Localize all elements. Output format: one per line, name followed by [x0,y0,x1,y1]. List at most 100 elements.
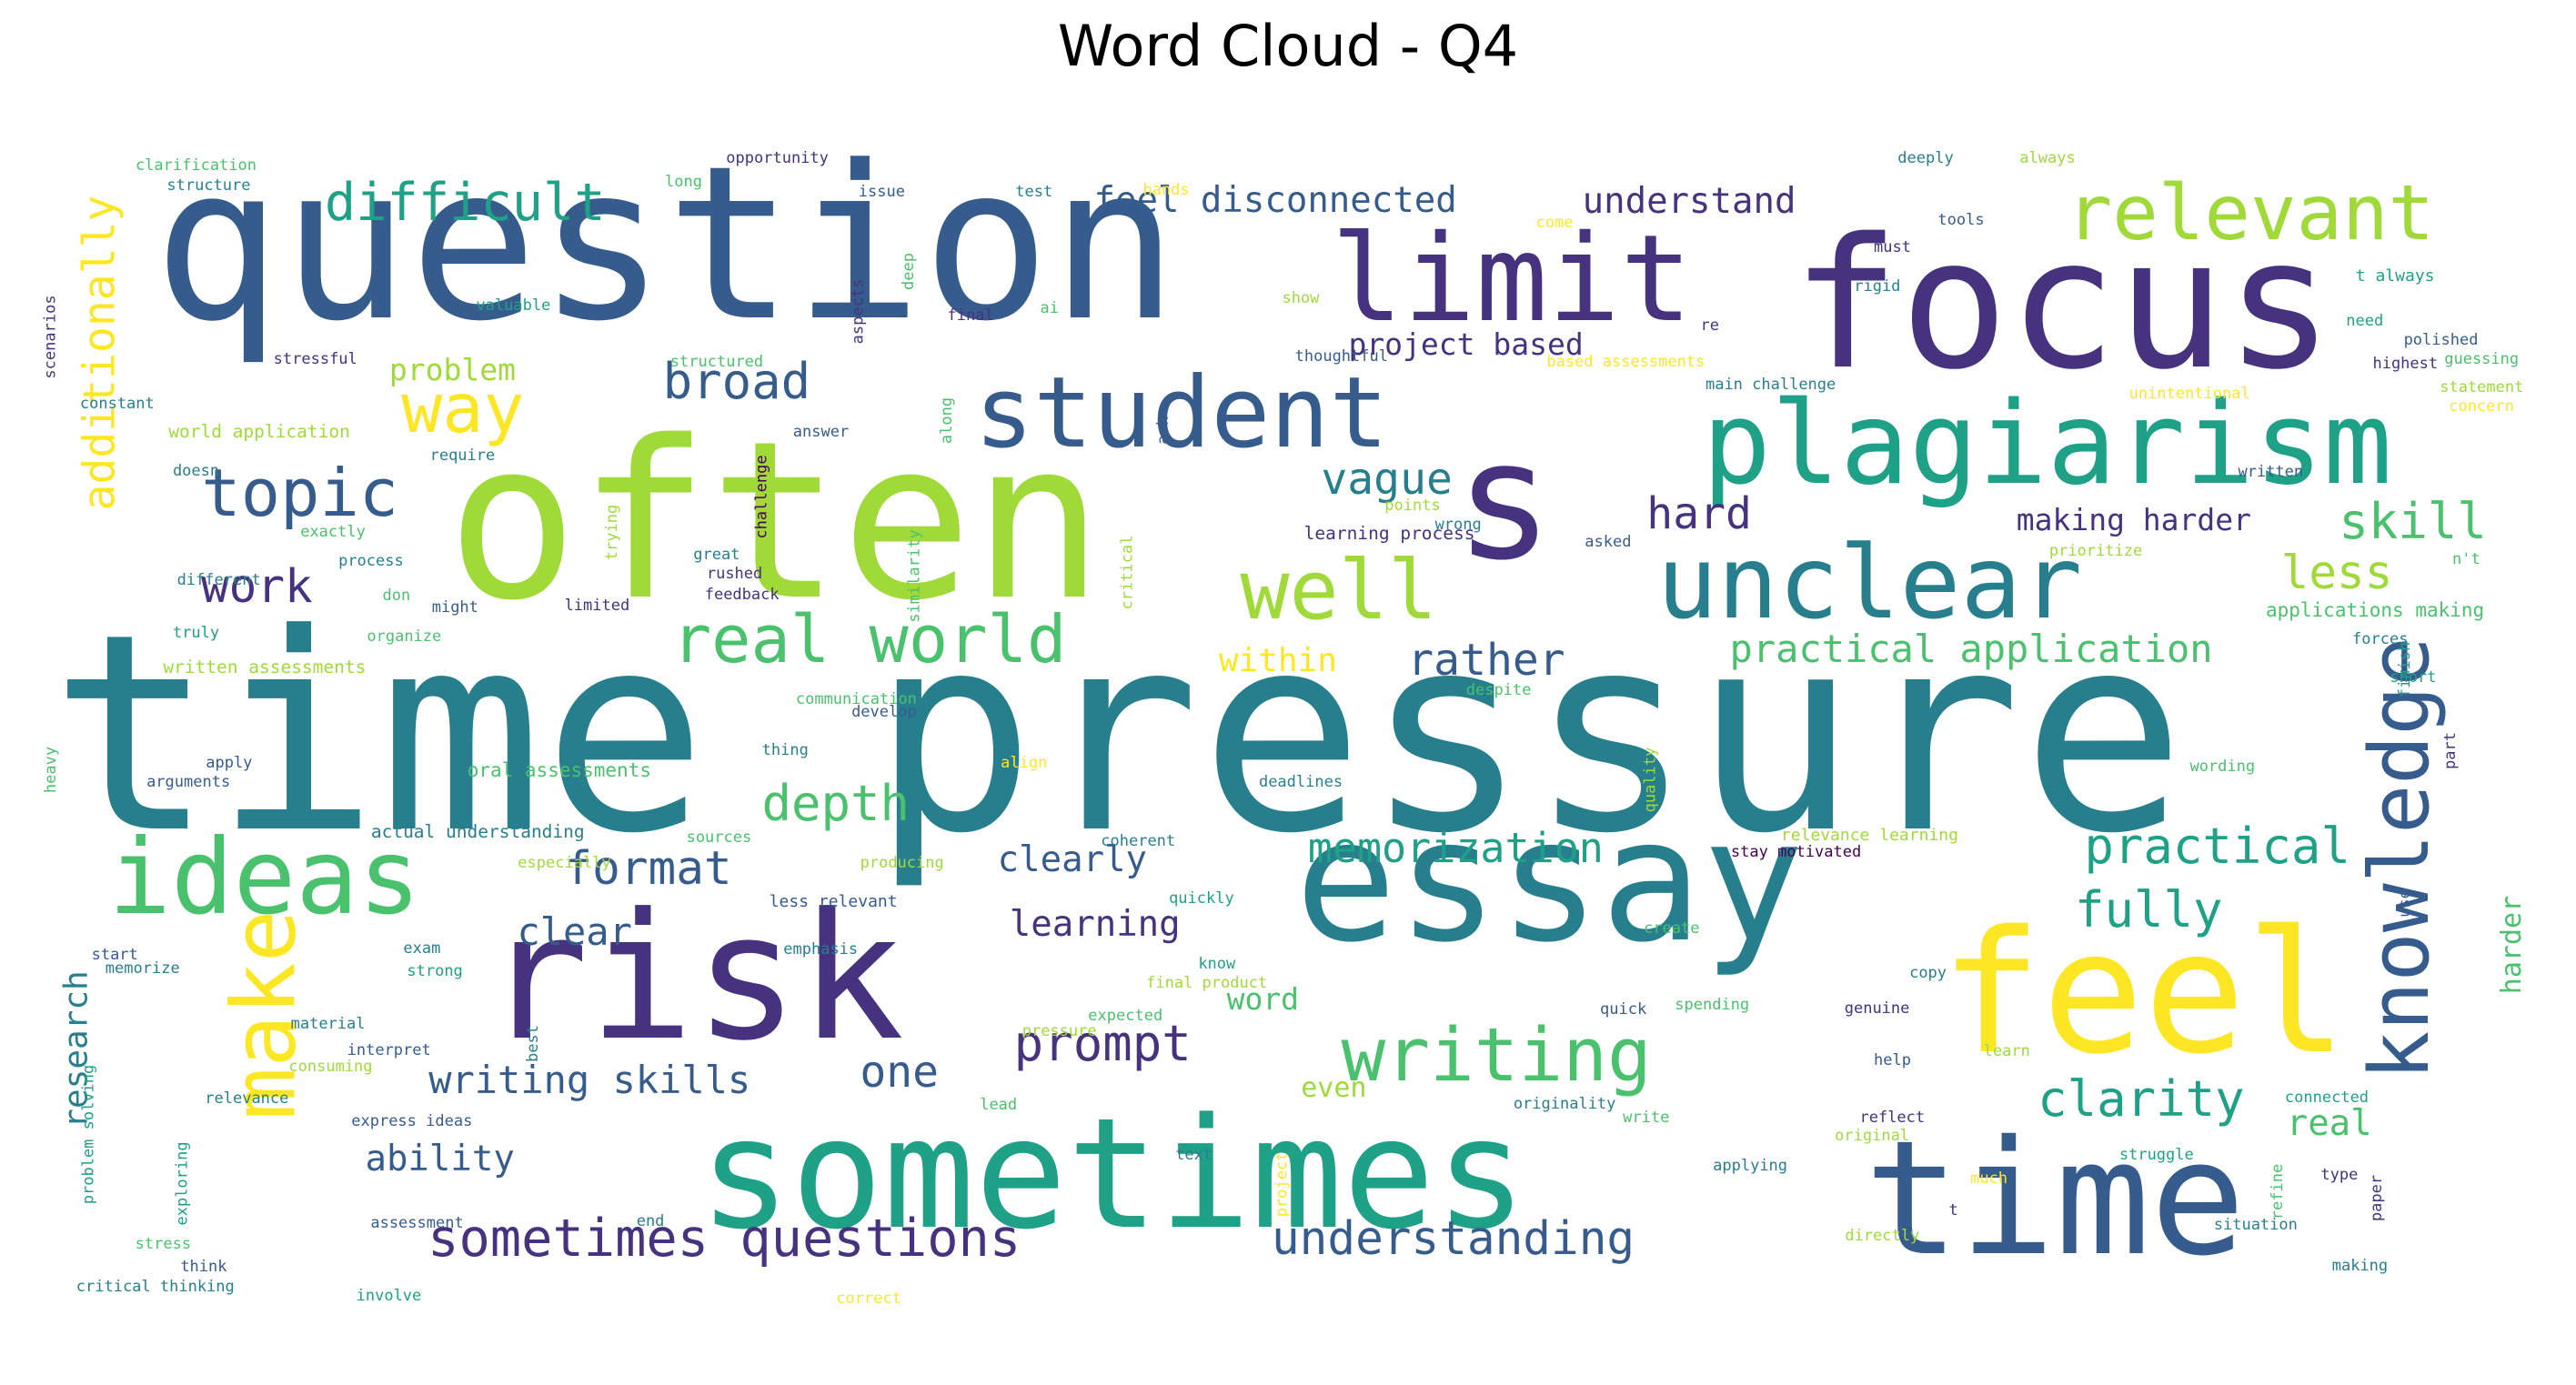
word-stressful: stressful [273,349,357,368]
word-genuine: genuine [1844,999,1910,1018]
word-writing: writing [1341,1012,1652,1099]
word-often: often [447,394,1104,648]
word-struggle: struggle [2118,1145,2194,1164]
word-don: don [382,587,411,606]
word-long: long [665,173,702,192]
word-relevant: relevant [2066,168,2435,258]
word-learning-process: learning process [1303,523,1475,544]
word-actual-understanding: actual understanding [370,820,585,842]
word-word: word [1226,980,1300,1017]
word-topic: topic [201,455,399,532]
word-pressure: pressure [1021,1021,1097,1040]
word-original: original [1835,1126,1910,1145]
word-express-ideas: express ideas [351,1112,473,1131]
word-apply: apply [206,753,253,772]
word-heavy: heavy [41,746,60,793]
word-think: think [180,1257,227,1276]
word-re: re [1700,316,1719,336]
word-feel: feel [1939,894,2348,1092]
word-project: project [1273,1151,1292,1218]
word-type: type [2320,1166,2359,1185]
word-rigid: rigid [1854,276,1901,296]
word-deep: deep [900,253,919,291]
word-written: written [2238,463,2304,482]
word-scenarios: scenarios [41,294,60,379]
word-issue: issue [858,183,905,202]
word-written-assessments: written assessments [163,657,367,677]
word-project-based: project based [1348,326,1584,362]
word-prioritize: prioritize [2048,542,2143,561]
word-deeply: deeply [1897,148,1954,167]
word-connected: connected [2284,1088,2370,1107]
word-emphasis: emphasis [783,940,859,959]
word-additionally: additionally [74,195,126,511]
word-clear: clear [517,909,632,955]
word-truly: truly [172,623,220,642]
word-always: always [2019,148,2076,167]
word-communication: communication [795,689,917,708]
word-coherent: coherent [1101,832,1176,851]
word-challenge: challenge [752,455,771,539]
word-require: require [429,447,496,466]
word-interpret: interpret [347,1040,431,1059]
word-making: making [2331,1256,2389,1275]
word-copy: copy [1909,963,1947,982]
word-exploring: exploring [174,1140,193,1226]
word-concern: concern [2449,396,2514,416]
word-t-always: t always [2355,266,2435,286]
word-clarity: clarity [2038,1069,2245,1128]
word-n-t: n't [2451,549,2480,568]
word-much: much [1970,1169,2008,1189]
word-main-challenge: main challenge [1705,375,1836,394]
word-polished: polished [2403,330,2479,349]
word-practical-application: practical application [1729,627,2213,672]
word-part: part [2441,731,2460,769]
word-feel-disconnected: feel disconnected [1093,179,1457,221]
word-along: along [938,396,957,444]
word-problem-solving: problem solving [79,1065,98,1205]
word-cloud-area: time pressure question often focus essay risk… [18,95,2558,1368]
word-way: way [401,368,525,449]
word-expected: expected [1088,1007,1163,1026]
word-ability: ability [365,1138,515,1179]
word-forces: forces [2352,629,2409,648]
word-create: create [1644,918,1700,938]
word-thing: thing [761,740,809,759]
word-aspects: aspects [849,278,868,344]
word-real: real [2286,1102,2372,1144]
word-clarification: clarification [135,156,257,175]
word-based-assessments: based assessments [1546,352,1706,371]
word-less: less [2280,546,2393,600]
word-similarity: similarity [905,529,924,623]
word-exam: exam [403,938,441,958]
word-organize: organize [367,627,442,646]
word-unclear: unclear [1656,525,2083,643]
word-short: short [2390,667,2437,687]
word-points: points [1384,496,1441,515]
word-less-relevant: less relevant [769,891,898,911]
word-final-product: final product [1146,973,1268,992]
word-despite: despite [1465,680,1532,699]
word-might: might [431,597,478,617]
word-material: material [290,1014,366,1033]
word-oral-assessments: oral assessments [467,758,651,781]
word-format: format [564,841,732,896]
word-quick: quick [1600,1000,1647,1019]
word-come: come [1535,213,1574,232]
word-clearly: clearly [997,838,1148,880]
word-ai: ai [1040,298,1060,317]
word-thoughtful: thoughtful [1294,346,1388,366]
word-guessing: guessing [2444,349,2520,368]
chart-title: Word Cloud - Q4 [1057,13,1519,79]
word-paper: paper [2368,1175,2387,1222]
word-limited: limited [564,597,630,616]
word-time: time [1864,1107,2246,1292]
word-work: work [200,560,313,615]
word-well: well [1240,543,1438,638]
word-stress: stress [135,1234,192,1253]
word-reflect: reflect [1859,1109,1926,1128]
word-quality: quality [1641,747,1660,813]
word-understanding: understanding [1271,1212,1635,1267]
word-situation: situation [2213,1215,2298,1234]
word-finish: finish [2396,642,2415,698]
